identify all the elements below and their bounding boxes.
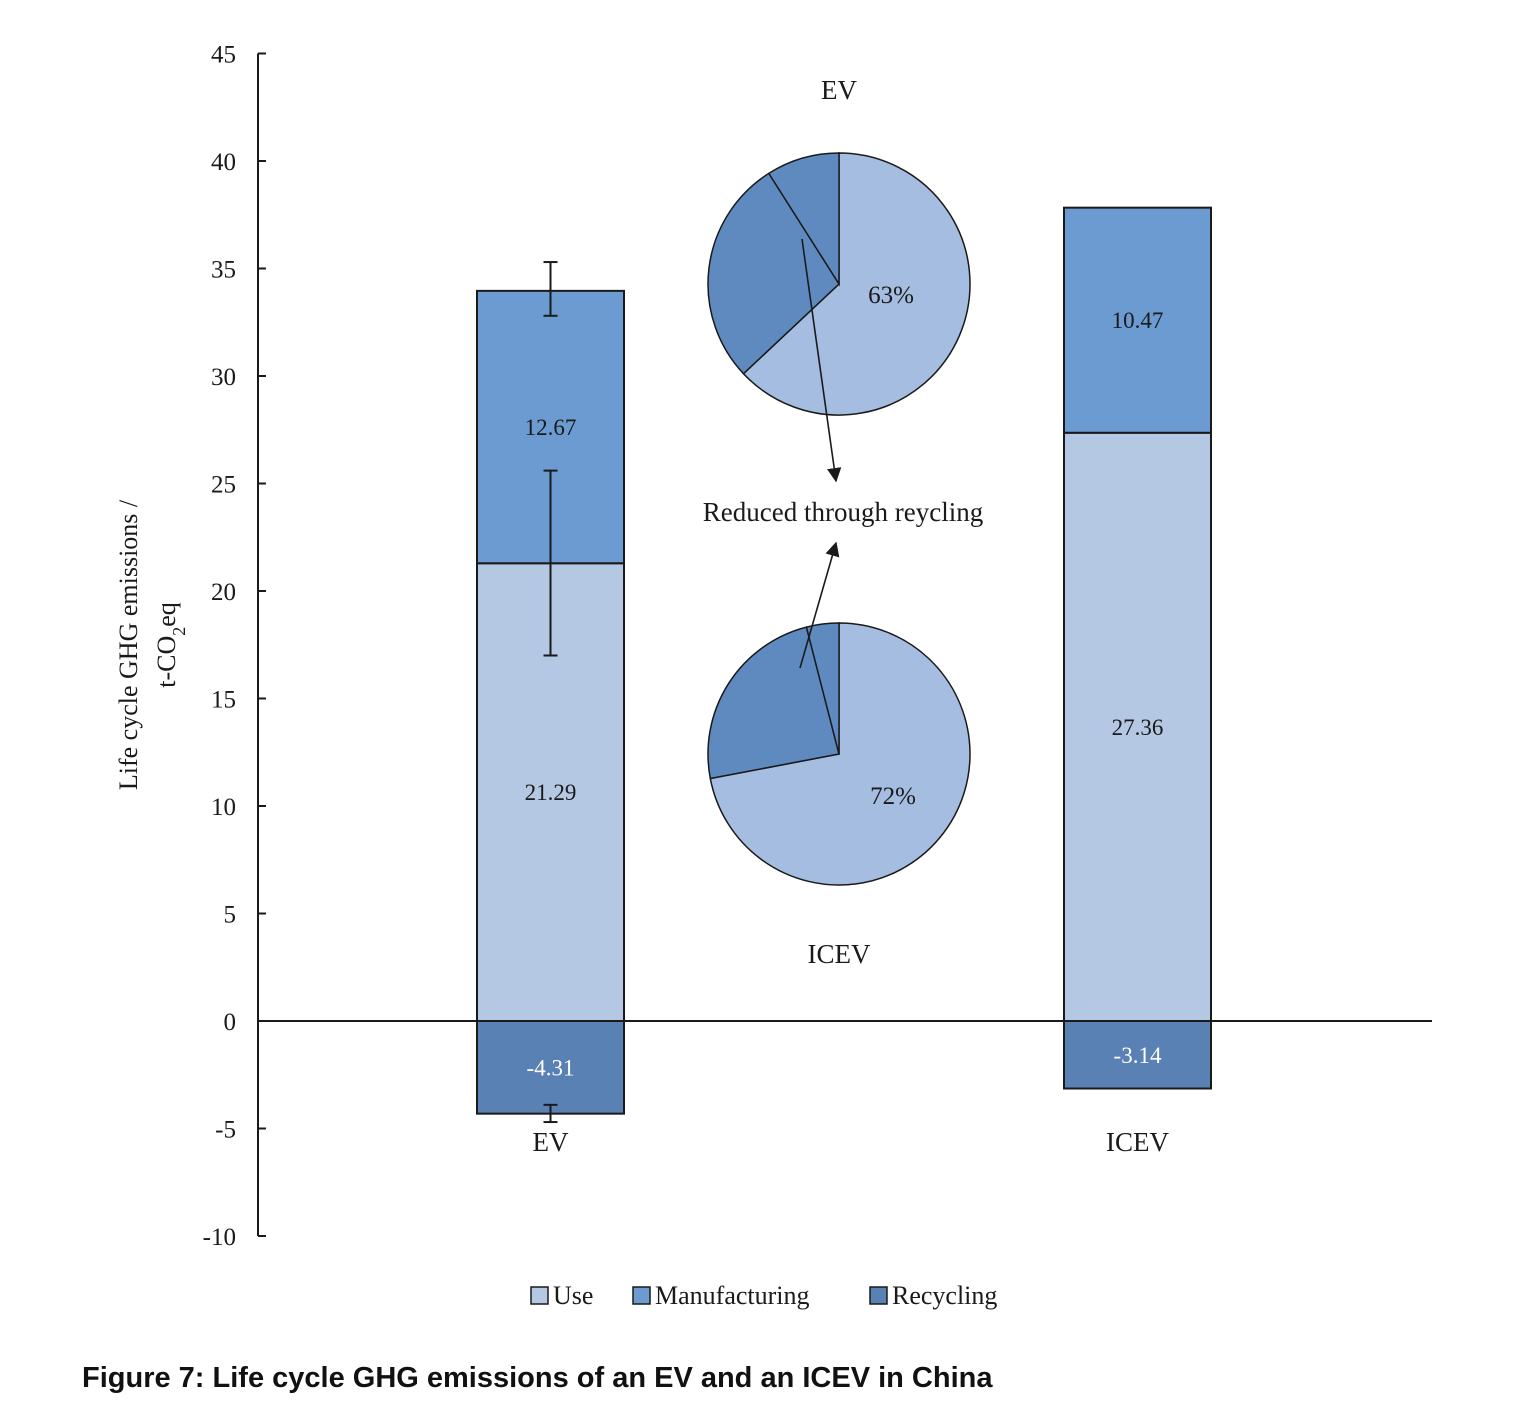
bar-icev-manufacturing	[1063, 206, 1212, 434]
legend-swatch-recycling	[869, 1286, 888, 1305]
pie-percent-label: 63%	[868, 282, 914, 309]
y-tick-label: 0	[224, 1009, 237, 1036]
inset-pies: EV 63% ICEV 72%	[707, 75, 971, 969]
pie-title: ICEV	[808, 939, 871, 969]
y-tick-label: 15	[211, 687, 236, 714]
pie-slice-manufacturing	[707, 172, 840, 375]
data-label: 27.36	[1112, 715, 1164, 740]
y-tick-label: 10	[211, 794, 236, 821]
bar-icev-use	[1063, 431, 1212, 1022]
y-tick-label: 30	[211, 364, 236, 391]
figure-caption: Figure 7: Life cycle GHG emissions of an…	[82, 1362, 993, 1394]
legend-label: Recycling	[892, 1281, 997, 1310]
data-label: 21.29	[525, 780, 577, 805]
y-axis-title: Life cycle GHG emissions / t-CO2eq	[114, 499, 189, 790]
pie-slice-recycling	[805, 622, 840, 755]
x-category-label: EV	[533, 1127, 569, 1157]
y-tick-label: 40	[211, 149, 236, 176]
y-tick-label: 35	[211, 257, 236, 284]
data-label: -3.14	[1114, 1043, 1162, 1068]
legend-label: Use	[553, 1281, 593, 1310]
y-tick-label: 25	[211, 472, 236, 499]
y-tick-label: 45	[211, 42, 236, 69]
legend-label: Manufacturing	[655, 1281, 810, 1310]
pie-slice-use	[709, 622, 971, 886]
x-category-label: ICEV	[1106, 1127, 1169, 1157]
pie-percent-label: 72%	[870, 783, 916, 810]
pie-title: EV	[821, 75, 857, 105]
annotation-arrow	[801, 238, 842, 483]
bars: 21.29 12.67 -4.31 27.36 10.47 -3.14	[476, 206, 1212, 1124]
annotation-arrow	[799, 541, 840, 669]
legend-swatch-use	[530, 1286, 549, 1305]
y-tick-label: 5	[224, 902, 237, 929]
legend: Use Manufacturing Recycling	[530, 1281, 997, 1310]
chart: Life cycle GHG emissions / t-CO2eq -10 -5…	[114, 42, 1432, 1310]
data-label: 10.47	[1112, 308, 1164, 333]
y-axis-title-line1: Life cycle GHG emissions /	[114, 499, 143, 790]
y-axis-title-line2: t-CO2eq	[152, 602, 189, 688]
recycling-annotation: Reduced through reycling	[703, 497, 983, 527]
data-label: -4.31	[527, 1055, 575, 1080]
legend-swatch-manufacturing	[632, 1286, 651, 1305]
bar-icev-recycling	[1063, 1020, 1212, 1090]
y-tick-label: -10	[203, 1224, 236, 1251]
data-label: 12.67	[525, 415, 577, 440]
y-tick-label: 20	[211, 579, 236, 606]
pie-slice-manufacturing	[707, 626, 840, 780]
category-labels: EV ICEV	[533, 1127, 1170, 1157]
y-tick-label: -5	[215, 1117, 236, 1144]
axes: -10 -5 0 5 10 15 20 25 30 35 40 45	[203, 42, 1432, 1251]
pie-slice-recycling	[767, 152, 840, 287]
pie-slice-use	[742, 152, 971, 416]
